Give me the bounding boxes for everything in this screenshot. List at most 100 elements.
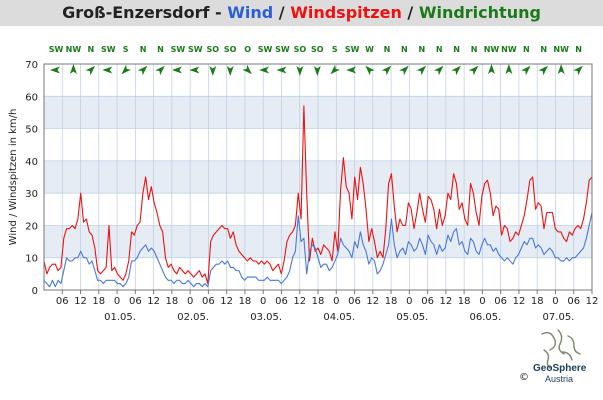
x-tick-label: 06 [348,296,361,307]
x-tick-label: 12 [74,296,87,307]
direction-label: SO [206,45,219,54]
direction-arrow-shape [573,65,583,76]
title-separator: / [401,3,419,22]
x-tick-label: 18 [239,296,252,307]
direction-arrow-icon [451,65,461,76]
direction-arrow-shape [296,66,304,76]
direction-label: SO [294,45,307,54]
direction-arrow-icon [155,65,165,76]
direction-arrow-shape [433,65,444,76]
direction-label: S [332,45,338,54]
direction-arrow-icon [242,64,252,75]
direction-arrow-icon [468,65,479,76]
direction-label: W [365,45,374,54]
direction-arrow-shape [209,66,217,76]
direction-arrow-shape [365,65,375,76]
x-tick-label: 12 [439,296,452,307]
direction-label: SW [171,45,186,54]
y-tick-label: 30 [25,189,38,200]
x-tick-label: 18 [165,296,178,307]
direction-arrow-icon [399,65,409,76]
direction-label: N [540,45,547,54]
direction-arrow-icon [102,66,113,74]
direction-label: SW [101,45,116,54]
geosphere-logo-icon [541,329,581,369]
title-place: Groß-Enzersdorf [62,3,210,22]
direction-label: N [401,45,408,54]
x-tick-label: 0 [479,296,485,307]
direction-arrow-shape [155,65,165,76]
direction-arrow-shape [451,65,461,76]
direction-arrow-icon [330,64,341,75]
y-tick-label: 20 [25,221,38,232]
x-tick-label: 0 [552,296,558,307]
x-tick-label: 06 [202,296,215,307]
direction-arrow-shape [276,66,287,74]
direction-label: SW [49,45,64,54]
direction-arrow-icon [296,66,304,76]
x-tick-label: 0 [406,296,412,307]
x-tick-label: 12 [366,296,379,307]
x-tick-label: 06 [421,296,434,307]
chart-title: Groß-Enzersdorf - Wind / Windspitzen / W… [0,0,603,26]
direction-label: NW [501,45,517,54]
direction-arrow-shape [171,66,182,74]
direction-arrow-shape [505,64,513,74]
direction-arrow-icon [226,66,234,76]
direction-arrow-shape [50,66,60,74]
title-direction: Windrichtung [418,3,541,22]
y-axis-label: Wind / Windspitzen in km/h [8,109,19,246]
direction-label: N [575,45,582,54]
direction-arrow-shape [102,66,113,74]
direction-label: SW [345,45,360,54]
direction-arrow-icon [121,64,131,75]
direction-arrow-icon [433,65,444,76]
direction-arrow-shape [538,65,548,76]
y-tick-label: 70 [25,60,38,71]
direction-label: N [471,45,478,54]
direction-arrow-shape [381,65,392,76]
x-tick-label: 06 [567,296,580,307]
direction-label: SW [275,45,290,54]
direction-arrow-shape [226,66,234,76]
direction-arrow-icon [538,65,548,76]
direction-arrow-icon [381,65,392,76]
direction-arrow-shape [242,64,252,75]
direction-arrow-icon [171,66,182,74]
direction-arrow-shape [346,66,357,74]
direction-label: N [418,45,425,54]
x-day-label: 02.05. [177,312,209,323]
direction-label: NW [66,45,82,54]
direction-label: N [436,45,443,54]
direction-arrow-shape [557,64,565,74]
direction-arrow-icon [69,64,77,74]
x-tick-label: 06 [494,296,507,307]
x-tick-label: 12 [147,296,160,307]
x-tick-label: 12 [586,296,599,307]
y-tick-label: 60 [25,92,38,103]
x-tick-label: 18 [312,296,325,307]
x-day-label: 05.05. [396,312,428,323]
direction-arrow-icon [521,65,531,76]
direction-arrow-icon [137,65,148,76]
direction-arrow-shape [137,65,148,76]
copyright-mark: © [519,372,529,383]
direction-arrow-icon [365,65,375,76]
series-gusts-line [43,105,593,285]
x-tick-label: 18 [385,296,398,307]
direction-arrow-icon [573,65,583,76]
direction-arrow-shape [121,64,131,75]
direction-arrow-shape [189,66,200,74]
direction-label: SW [188,45,203,54]
x-tick-label: 0 [333,296,339,307]
title-gusts: Windspitzen [290,3,402,22]
direction-arrow-icon [346,66,357,74]
x-tick-label: 06 [129,296,142,307]
direction-arrow-shape [330,64,341,75]
brand-subtitle: Austria [545,374,574,384]
direction-arrow-shape [521,65,531,76]
direction-arrow-shape [69,64,77,74]
title-separator: / [273,3,291,22]
direction-arrow-icon [189,66,200,74]
